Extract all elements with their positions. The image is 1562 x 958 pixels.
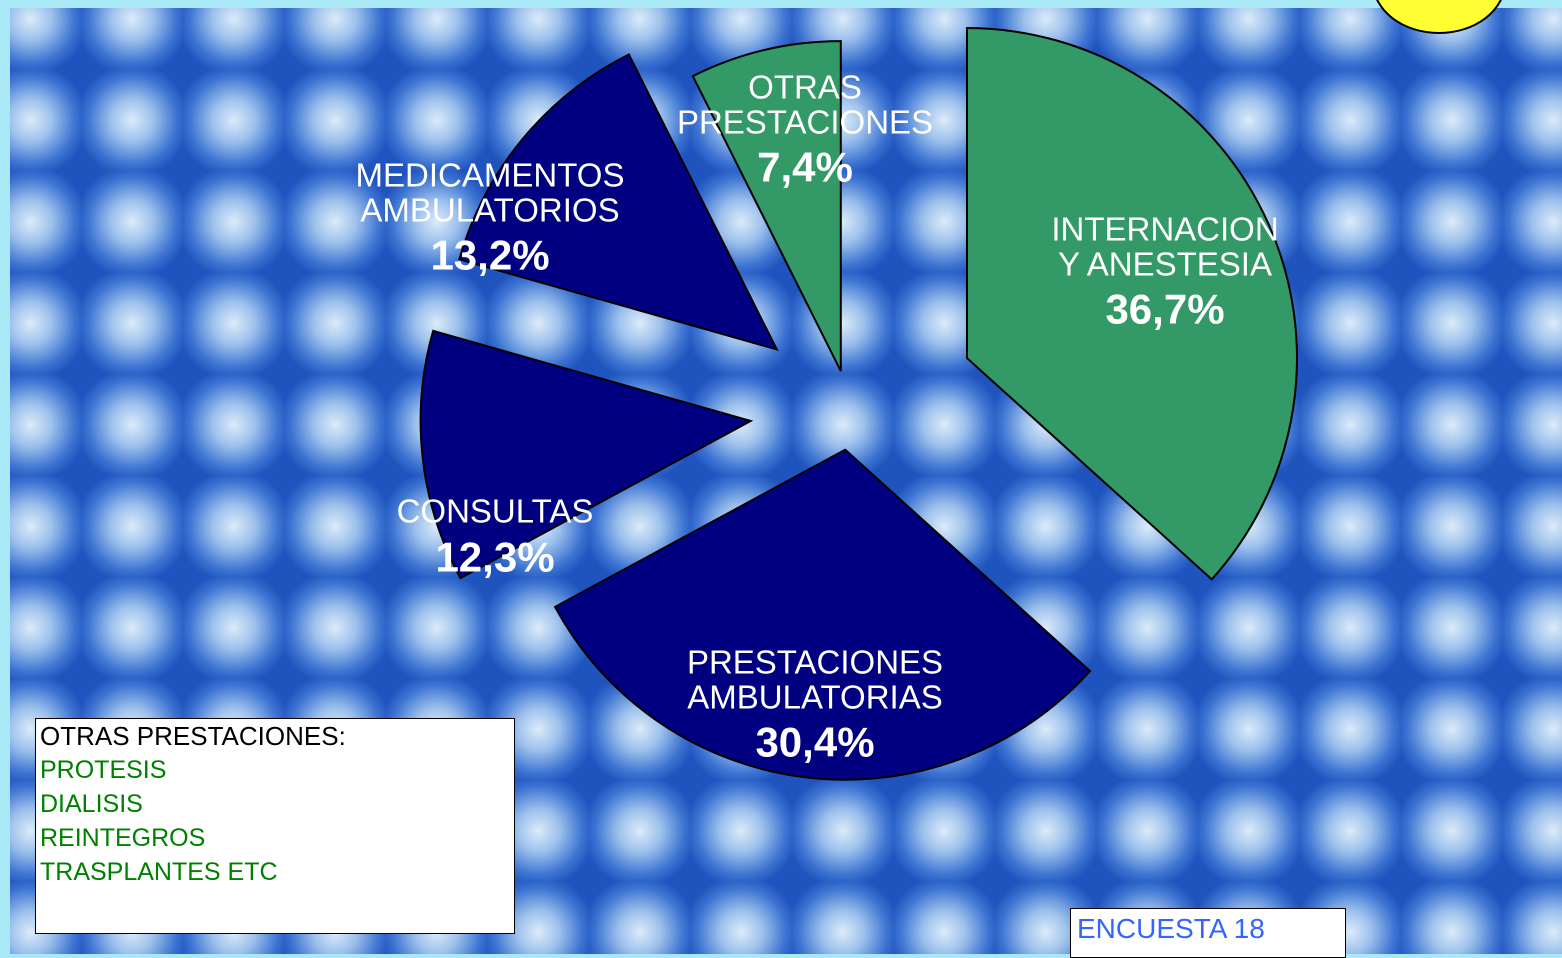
pie-slice bbox=[419, 329, 754, 580]
slice-label: OTRAS PRESTACIONES 7,4% bbox=[676, 68, 934, 191]
value-label: 7,4% bbox=[757, 143, 853, 191]
value-label: 12,3% bbox=[435, 533, 555, 581]
value-label: 30,4% bbox=[755, 718, 875, 766]
value-label: 36,7% bbox=[1105, 285, 1225, 333]
category-label: MEDICAMENTOS AMBULATORIOS bbox=[355, 156, 625, 228]
pie-slice bbox=[553, 448, 1092, 781]
slice-label: MEDICAMENTOS AMBULATORIOS 13,2% bbox=[355, 156, 625, 279]
value-label: 13,2% bbox=[430, 231, 550, 279]
note-title: OTRAS PRESTACIONES: bbox=[40, 721, 346, 751]
note-box: OTRAS PRESTACIONES: PROTESIS DIALISIS REIN… bbox=[35, 718, 515, 934]
slice-label: PRESTACIONES AMBULATORIAS 30,4% bbox=[686, 643, 944, 766]
pie-slice bbox=[458, 53, 779, 352]
slice-label: INTERNACION Y ANESTESIA 36,7% bbox=[1051, 210, 1279, 333]
note-item: DIALISIS bbox=[40, 790, 143, 818]
category-label: CONSULTAS bbox=[396, 492, 594, 530]
category-label: OTRAS PRESTACIONES bbox=[676, 68, 934, 140]
category-label: PRESTACIONES AMBULATORIAS bbox=[686, 643, 944, 715]
note-item: REINTEGROS bbox=[40, 824, 206, 852]
category-label: INTERNACION Y ANESTESIA bbox=[1051, 210, 1279, 282]
pie-slice bbox=[965, 27, 1298, 581]
pie-slice bbox=[691, 40, 842, 372]
footer-box: ENCUESTA 18 bbox=[1070, 908, 1346, 958]
note-item: TRASPLANTES ETC bbox=[40, 858, 278, 886]
note-item: PROTESIS bbox=[40, 756, 167, 784]
slice-label: CONSULTAS 12,3% bbox=[396, 492, 594, 581]
